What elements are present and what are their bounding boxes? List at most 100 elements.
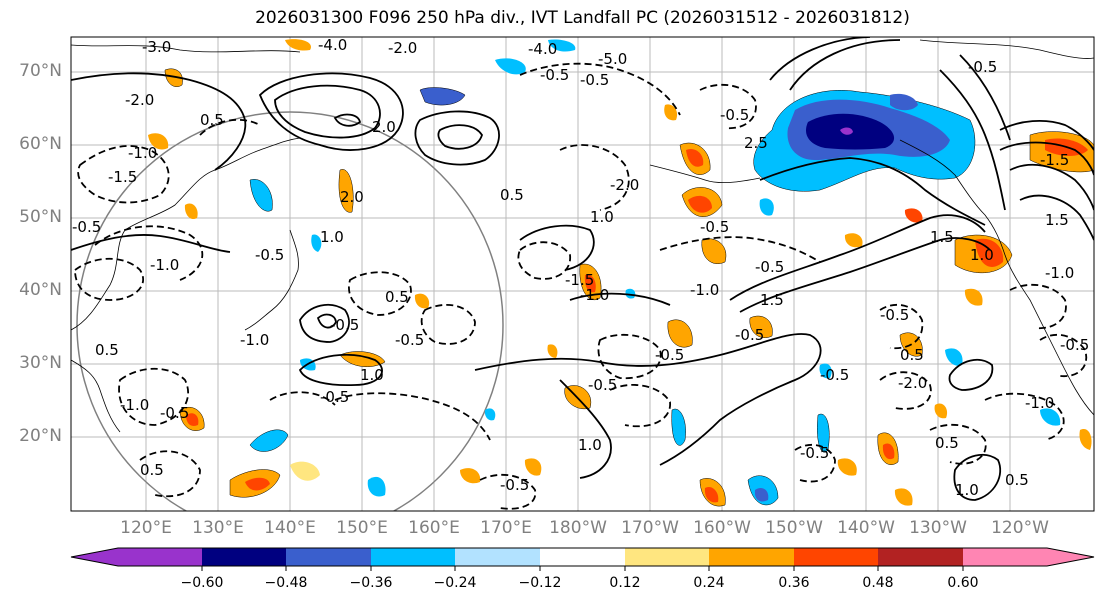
contour-label: -0.5: [755, 258, 784, 276]
contour-label: -2.0: [388, 39, 417, 57]
contour-label: -0.5: [1060, 336, 1089, 354]
lon-label: 160°W: [693, 518, 751, 538]
contour-label: -0.5: [330, 316, 359, 334]
contour-label: -0.5: [540, 66, 569, 84]
lat-label: 40°N: [19, 280, 62, 300]
contour-label: 0.5: [95, 341, 119, 359]
contour-label: -1.0: [240, 331, 269, 349]
lon-label: 140°E: [264, 518, 316, 538]
contour-label: -1.0: [1045, 264, 1074, 282]
contour-label: -0.5: [968, 58, 997, 76]
contour-label: -1.0: [128, 144, 157, 162]
colorbar-tick-label: −0.60: [180, 575, 224, 591]
contour-label: -0.5: [160, 404, 189, 422]
colorbar-tick-label: −0.12: [518, 575, 562, 591]
contour-label: 1.0: [955, 481, 979, 499]
contour-label: -1.0: [580, 286, 609, 304]
contour-label: 0.5: [1005, 471, 1029, 489]
map-plot-area: -3.0 -4.0 -2.0 -4.0 -5.0 -2.0 0.5 2.0 -0…: [71, 36, 1094, 511]
contour-label: 2.5: [744, 134, 768, 152]
contour-label: -0.5: [880, 306, 909, 324]
colorbar-bin: [540, 548, 625, 566]
contour-label: 0.5: [900, 346, 924, 364]
lon-label: 170°W: [621, 518, 679, 538]
contour-label: 0.5: [200, 111, 224, 129]
lon-label: 170°E: [480, 518, 532, 538]
colorbar-tick-label: −0.48: [264, 575, 308, 591]
colorbar: [70, 547, 1095, 571]
contour-label: 1.0: [320, 228, 344, 246]
contour-label: -1.5: [1040, 151, 1069, 169]
contours-negative: [74, 62, 1088, 510]
contour-label: -0.5: [580, 71, 609, 89]
colorbar-bin: [963, 548, 1047, 566]
contour-label: -1.0: [690, 281, 719, 299]
contour-label: -0.5: [255, 246, 284, 264]
contour-label: -0.5: [395, 331, 424, 349]
colorbar-bin: [709, 548, 794, 566]
colorbar-bin: [118, 548, 202, 566]
colorbar-tick-label: −0.36: [349, 575, 393, 591]
colorbar-bin: [878, 548, 963, 566]
contour-label: -1.5: [565, 271, 594, 289]
colorbar-tick-label: 0.36: [778, 575, 810, 591]
contour-label: -5.0: [598, 50, 627, 68]
lon-label: 140°W: [837, 518, 895, 538]
colorbar-extend-low: [71, 548, 118, 566]
contour-label: -3.0: [142, 38, 171, 56]
contour-label: 2.0: [340, 188, 364, 206]
colorbar-tick-label: 0.60: [947, 575, 979, 591]
colorbar-bin: [625, 548, 709, 566]
contour-label: -4.0: [528, 40, 557, 58]
colorbar-bin: [455, 548, 540, 566]
lat-label: 50°N: [19, 207, 62, 227]
contour-label: -0.5: [720, 106, 749, 124]
map-frame: [70, 36, 1095, 512]
contour-labels: -3.0 -4.0 -2.0 -4.0 -5.0 -2.0 0.5 2.0 -0…: [72, 36, 1089, 499]
contour-label: 0.5: [500, 186, 524, 204]
colorbar-tick-label: 0.48: [862, 575, 894, 591]
contour-label: -0.5: [735, 326, 764, 344]
lon-label: 150°W: [765, 518, 823, 538]
lon-label: 160°E: [408, 518, 460, 538]
colorbar-bin: [286, 548, 371, 566]
contour-label: -1.0: [150, 256, 179, 274]
contour-label: -0.5: [655, 346, 684, 364]
colorbar-tick-label: 0.12: [609, 575, 641, 591]
contour-label: -0.5: [500, 476, 529, 494]
lon-label: 130°W: [909, 518, 967, 538]
lon-label: 180°W: [549, 518, 607, 538]
contour-label: 1.5: [760, 291, 784, 309]
contour-label: -0.5: [72, 218, 101, 236]
contour-label: -1.0: [1025, 394, 1054, 412]
colorbar-bin: [202, 548, 286, 566]
contour-label: -0.5: [820, 366, 849, 384]
contour-label: -0.5: [588, 376, 617, 394]
contour-label: -0.5: [700, 218, 729, 236]
lat-label: 30°N: [19, 353, 62, 373]
contour-label: -1.5: [108, 168, 137, 186]
contour-label: 1.0: [578, 436, 602, 454]
contour-label: 0.5: [140, 461, 164, 479]
contour-label: -4.0: [318, 36, 347, 54]
lon-label: 150°E: [336, 518, 388, 538]
contour-label: -0.5: [800, 444, 829, 462]
contour-label: 0.5: [935, 434, 959, 452]
colorbar-tick-label: −0.24: [433, 575, 477, 591]
contour-label: -2.0: [610, 176, 639, 194]
colorbar-bin: [794, 548, 878, 566]
contour-label: -1.0: [120, 396, 149, 414]
contours-positive: [71, 37, 1094, 501]
lon-label: 130°E: [192, 518, 244, 538]
contour-label: 1.0: [590, 208, 614, 226]
lon-label: 120°W: [991, 518, 1049, 538]
map-title: 2026031300 F096 250 hPa div., IVT Landfa…: [255, 8, 910, 28]
coastlines: [71, 39, 1094, 433]
colorbar-bin: [371, 548, 455, 566]
contour-label: 2.0: [372, 118, 396, 136]
contour-label: 1.5: [930, 228, 954, 246]
lon-label: 120°E: [120, 518, 172, 538]
contour-label: -2.0: [125, 91, 154, 109]
contour-label: 1.0: [970, 246, 994, 264]
contour-label: 0.5: [385, 288, 409, 306]
